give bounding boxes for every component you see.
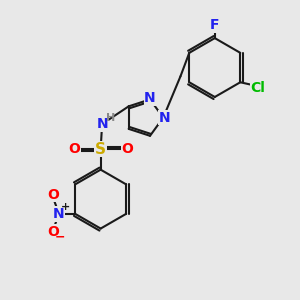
Text: F: F bbox=[210, 18, 220, 32]
Text: N: N bbox=[96, 117, 108, 131]
Text: O: O bbox=[68, 142, 80, 156]
Text: −: − bbox=[55, 230, 66, 243]
Text: N: N bbox=[144, 91, 156, 105]
Text: H: H bbox=[106, 112, 115, 123]
Text: +: + bbox=[61, 202, 70, 212]
Text: O: O bbox=[47, 188, 59, 202]
Text: O: O bbox=[121, 142, 133, 156]
Text: Cl: Cl bbox=[250, 81, 266, 95]
Text: N: N bbox=[159, 111, 170, 124]
Text: N: N bbox=[53, 207, 65, 221]
Text: S: S bbox=[95, 142, 106, 157]
Text: O: O bbox=[47, 224, 59, 239]
